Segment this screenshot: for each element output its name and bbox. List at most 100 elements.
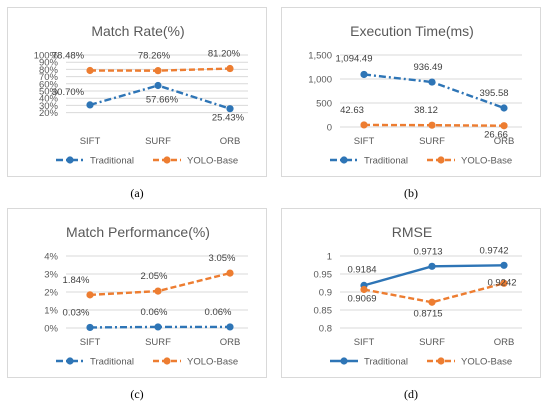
caption-d: (d) bbox=[404, 387, 418, 401]
data-point-yolo-base-surf bbox=[428, 121, 436, 129]
data-point-traditional-sift bbox=[86, 323, 94, 332]
y-tick-label: 1 bbox=[327, 252, 332, 263]
data-label-traditional-orb: 0.06% bbox=[205, 307, 232, 318]
data-point-yolo-base-sift bbox=[86, 66, 94, 75]
data-point-traditional-surf bbox=[428, 262, 436, 270]
legend-swatch-marker-traditional bbox=[340, 156, 348, 164]
legend-swatch-marker-traditional bbox=[340, 357, 348, 365]
series-line-yolo-base bbox=[363, 282, 505, 304]
y-tick-label: 1,500 bbox=[308, 51, 332, 62]
data-label-traditional-surf: 0.9713 bbox=[413, 246, 442, 257]
y-tick-label: 0.8 bbox=[319, 324, 332, 335]
chart-panel-rmse: RMSE 0.8 0.85 0.9 0.95 1 SIFT SURF ORB 0.9184 0.97… bbox=[281, 208, 541, 378]
y-tick-label: 70% bbox=[39, 72, 59, 83]
chart-panel-match-rate: Match Rate(%) 20% 30% 40% 50% 60% 70% 80% 90% 100… bbox=[7, 7, 267, 177]
y-tick-label: 0.95 bbox=[314, 270, 333, 281]
data-point-yolo-base-sift bbox=[360, 121, 368, 129]
data-label-yolo-base-surf: 38.12 bbox=[414, 105, 438, 116]
chart-panel-execution-time: Execution Time(ms) 0 500 1,000 1,500 SIFT SURF… bbox=[281, 7, 541, 177]
x-tick-label-surf: SURF bbox=[419, 337, 445, 348]
caption-a: (a) bbox=[130, 186, 144, 200]
chart-title: RMSE bbox=[392, 224, 432, 240]
data-point-traditional-orb bbox=[500, 261, 508, 269]
legend-swatch-marker-yolo-base bbox=[437, 156, 445, 164]
data-point-yolo-base-orb bbox=[226, 64, 234, 73]
data-label-yolo-base-orb: 3.05% bbox=[209, 253, 236, 264]
data-label-traditional-surf: 936.49 bbox=[413, 62, 442, 73]
x-tick-label-surf: SURF bbox=[145, 136, 171, 147]
data-point-yolo-base-orb bbox=[226, 269, 234, 277]
y-tick-label: 90% bbox=[39, 58, 59, 69]
legend-label-yolo-base: YOLO-Base bbox=[187, 156, 238, 167]
data-point-traditional-orb bbox=[500, 104, 508, 112]
chart-svg-match-performance: Match Performance(%) 0% 1% 2% 3% 4% SIFT SURF OR… bbox=[44, 224, 248, 368]
chart-title: Execution Time(ms) bbox=[350, 23, 474, 39]
y-tick-label: 40% bbox=[39, 94, 59, 105]
data-label-yolo-base-surf: 78.26% bbox=[138, 51, 171, 62]
y-tick-label: 30% bbox=[39, 101, 59, 112]
x-tick-label-orb: ORB bbox=[220, 136, 241, 147]
legend-label-traditional: Traditional bbox=[90, 156, 134, 167]
data-label-yolo-base-sift: 1.84% bbox=[63, 275, 90, 286]
data-point-traditional-sift bbox=[86, 101, 94, 109]
chart-svg-match-rate: Match Rate(%) 20%30%40%50%60%70%80%90%100… bbox=[34, 23, 248, 167]
y-tick-label: 80% bbox=[39, 65, 59, 76]
y-tick-label: 2% bbox=[44, 288, 58, 299]
y-tick-label: 100% bbox=[34, 51, 59, 62]
legend-swatch-marker-yolo-base bbox=[163, 156, 171, 164]
data-point-traditional-surf bbox=[154, 323, 162, 331]
data-label-yolo-base-sift: 42.63 bbox=[340, 105, 364, 116]
x-tick-label-surf: SURF bbox=[145, 337, 171, 348]
legend-swatch-marker-traditional bbox=[66, 156, 74, 164]
data-point-traditional-surf bbox=[154, 81, 162, 90]
data-label-traditional-orb: 0.9742 bbox=[479, 245, 508, 256]
caption-b: (b) bbox=[404, 186, 418, 200]
data-label-yolo-base-surf: 0.8715 bbox=[413, 308, 442, 319]
y-tick-label: 1% bbox=[44, 306, 58, 317]
data-label-traditional-sift: 0.03% bbox=[63, 307, 90, 318]
series-line-traditional bbox=[89, 325, 230, 329]
legend-swatch-marker-traditional bbox=[66, 357, 74, 365]
chart-panel-match-performance: Match Performance(%) 0% 1% 2% 3% 4% SIFT SURF OR… bbox=[7, 208, 267, 378]
legend-label-yolo-base: YOLO-Base bbox=[461, 357, 512, 368]
data-label-yolo-base-orb: 26.66 bbox=[484, 130, 508, 141]
chart-title: Match Performance(%) bbox=[66, 224, 210, 240]
data-label-yolo-base-surf: 2.05% bbox=[141, 271, 168, 282]
y-tick-label: 60% bbox=[39, 79, 59, 90]
y-tick-label: 500 bbox=[316, 99, 332, 110]
legend-label-yolo-base: YOLO-Base bbox=[187, 357, 238, 368]
legend-swatch-marker-yolo-base bbox=[437, 357, 445, 365]
y-tick-label: 3% bbox=[44, 270, 58, 281]
data-label-traditional-sift: 1,094.49 bbox=[336, 53, 373, 64]
data-point-traditional-orb bbox=[226, 105, 234, 113]
y-tick-label: 50% bbox=[39, 87, 59, 98]
x-tick-label-sift: SIFT bbox=[354, 136, 375, 147]
data-point-yolo-base-orb bbox=[500, 279, 508, 287]
x-tick-label-orb: ORB bbox=[494, 136, 515, 147]
x-tick-label-sift: SIFT bbox=[80, 337, 101, 348]
data-label-traditional-orb: 395.58 bbox=[479, 88, 508, 99]
data-label-traditional-sift: 30.70% bbox=[52, 87, 85, 98]
data-point-yolo-base-sift bbox=[360, 285, 368, 294]
y-tick-label: 0.9 bbox=[319, 288, 332, 299]
data-point-yolo-base-surf bbox=[154, 67, 162, 75]
y-tick-label: 0.85 bbox=[314, 306, 333, 317]
data-point-yolo-base-sift bbox=[86, 291, 94, 299]
y-tick-label: 20% bbox=[39, 108, 59, 119]
x-tick-label-orb: ORB bbox=[220, 337, 241, 348]
data-point-yolo-base-surf bbox=[428, 298, 436, 306]
legend-label-traditional: Traditional bbox=[364, 357, 408, 368]
chart-svg-execution-time: Execution Time(ms) 0 500 1,000 1,500 SIFT SURF… bbox=[308, 23, 522, 167]
chart-svg-rmse: RMSE 0.8 0.85 0.9 0.95 1 SIFT SURF ORB 0.9184 0.97… bbox=[314, 224, 522, 368]
caption-c: (c) bbox=[130, 387, 144, 401]
legend-swatch-marker-yolo-base bbox=[163, 357, 171, 365]
y-tick-label: 0 bbox=[327, 123, 332, 134]
y-tick-label: 4% bbox=[44, 252, 58, 263]
x-tick-label-sift: SIFT bbox=[80, 136, 101, 147]
x-tick-label-sift: SIFT bbox=[354, 337, 375, 348]
data-label-traditional-surf: 0.06% bbox=[141, 307, 168, 318]
data-point-traditional-orb bbox=[226, 323, 234, 331]
y-tick-label: 0% bbox=[44, 324, 58, 335]
data-label-traditional-sift: 0.9184 bbox=[347, 264, 376, 275]
